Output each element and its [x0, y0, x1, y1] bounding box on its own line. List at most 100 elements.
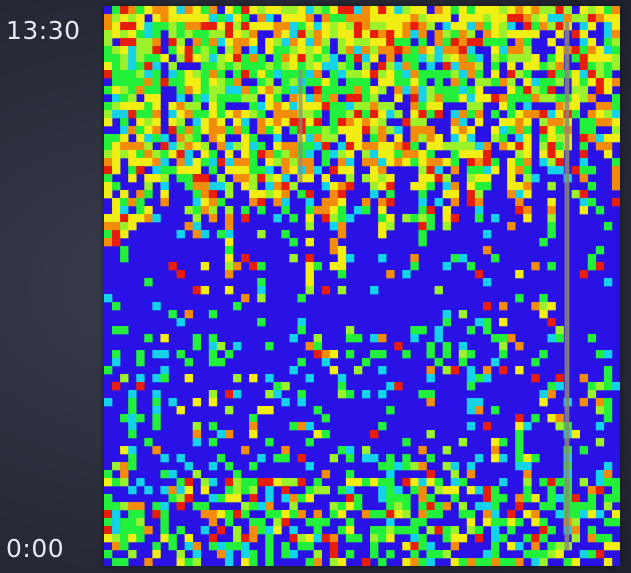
heatmap-cell	[297, 62, 306, 71]
heatmap-cell	[208, 206, 218, 215]
heatmap-cell	[394, 150, 403, 159]
heatmap-cell	[595, 14, 605, 23]
heatmap-cell	[378, 230, 387, 239]
heatmap-cell	[466, 14, 476, 23]
heatmap-cell	[208, 358, 218, 367]
heatmap-cell	[224, 254, 234, 263]
heatmap-cell	[216, 126, 226, 135]
heatmap-cell	[386, 54, 395, 63]
heatmap-cell	[499, 518, 508, 527]
heatmap-cell	[337, 206, 347, 215]
heatmap-cell	[402, 510, 411, 519]
heatmap-cell	[192, 206, 202, 215]
heatmap-cell	[370, 110, 379, 119]
heatmap-cell	[595, 478, 605, 487]
heatmap-cell	[144, 142, 153, 151]
heatmap-cell	[418, 6, 427, 15]
heatmap-cell	[144, 30, 153, 39]
heatmap-cell	[321, 22, 331, 31]
heatmap-cell	[120, 326, 129, 335]
heatmap-cell	[200, 70, 210, 79]
heatmap-cell	[603, 374, 613, 383]
heatmap-cell	[418, 478, 427, 487]
heatmap-cell	[329, 6, 339, 15]
heatmap-cell	[192, 110, 202, 119]
heatmap-cell	[337, 198, 347, 207]
heatmap-cell	[491, 6, 500, 15]
heatmap-cell	[128, 222, 137, 231]
heatmap-cell	[547, 550, 556, 559]
heatmap-cell	[184, 542, 193, 551]
heatmap-cell	[112, 30, 121, 39]
heatmap-cell	[547, 62, 556, 71]
heatmap-cell	[386, 550, 395, 559]
heatmap-cell	[386, 142, 395, 151]
heatmap-cell	[241, 14, 250, 23]
heatmap-cell	[442, 38, 451, 47]
heatmap-cell	[458, 14, 468, 23]
heatmap-cell	[515, 414, 524, 423]
heatmap-cell	[402, 46, 411, 55]
heatmap-cell	[515, 94, 524, 103]
heatmap-cell	[257, 14, 266, 23]
heatmap-cell	[273, 134, 282, 143]
heatmap-cell	[515, 38, 524, 47]
heatmap-cell	[297, 478, 306, 487]
heatmap-cell	[394, 22, 403, 31]
heatmap-cell	[466, 62, 476, 71]
heatmap-cell	[192, 30, 202, 39]
heatmap-cell	[611, 494, 620, 503]
heatmap-cell	[160, 134, 169, 143]
heatmap-cell	[128, 454, 137, 463]
heatmap-cell	[337, 446, 347, 455]
heatmap-cell	[386, 14, 395, 23]
heatmap-cell	[224, 214, 234, 223]
heatmap-cell	[426, 214, 435, 223]
heatmap-cell	[410, 126, 419, 135]
heatmap-cell	[144, 214, 153, 223]
heatmap-cell	[289, 478, 298, 487]
heatmap-cell	[515, 14, 524, 23]
heatmap-cell	[305, 102, 314, 111]
heatmap-cell	[297, 22, 306, 31]
heatmap-cell	[257, 206, 266, 215]
heatmap-cell	[176, 46, 185, 55]
heatmap-cell	[184, 222, 193, 231]
heatmap-cell	[507, 190, 516, 199]
heatmap-cell	[507, 22, 516, 31]
heatmap-cell	[418, 78, 427, 87]
heatmap-cell	[515, 158, 524, 167]
heatmap-cell	[491, 14, 500, 23]
heatmap-cell	[474, 118, 484, 127]
heatmap-cell	[394, 110, 403, 119]
heatmap-cell	[249, 534, 258, 543]
heatmap-cell	[176, 22, 185, 31]
heatmap-cell	[474, 86, 484, 95]
heatmap-cell	[329, 70, 339, 79]
heatmap-cell	[273, 62, 282, 71]
heatmap-cell	[257, 478, 266, 487]
heatmap-cell	[491, 518, 500, 527]
heatmap-cell	[208, 310, 218, 319]
heatmap-cell	[104, 142, 113, 151]
heatmap-cell	[208, 70, 218, 79]
heatmap-cell	[547, 542, 556, 551]
heatmap-cell	[216, 78, 226, 87]
heatmap-cell	[611, 198, 620, 207]
heatmap-cell	[120, 94, 129, 103]
heatmap-cell	[208, 134, 218, 143]
heatmap-cell	[224, 478, 234, 487]
heatmap-cell	[281, 478, 290, 487]
heatmap-cell	[281, 14, 290, 23]
heatmap-cell	[329, 54, 339, 63]
heatmap-cell	[539, 14, 548, 23]
heatmap-cell	[378, 334, 387, 343]
heatmap-cell	[233, 470, 242, 479]
heatmap-cell	[128, 430, 137, 439]
heatmap-cell	[426, 174, 435, 183]
heatmap-cell	[208, 182, 218, 191]
heatmap-cell	[168, 262, 177, 271]
heatmap-cell	[579, 270, 589, 279]
heatmap-cell	[474, 78, 484, 87]
heatmap-cell	[241, 6, 250, 15]
